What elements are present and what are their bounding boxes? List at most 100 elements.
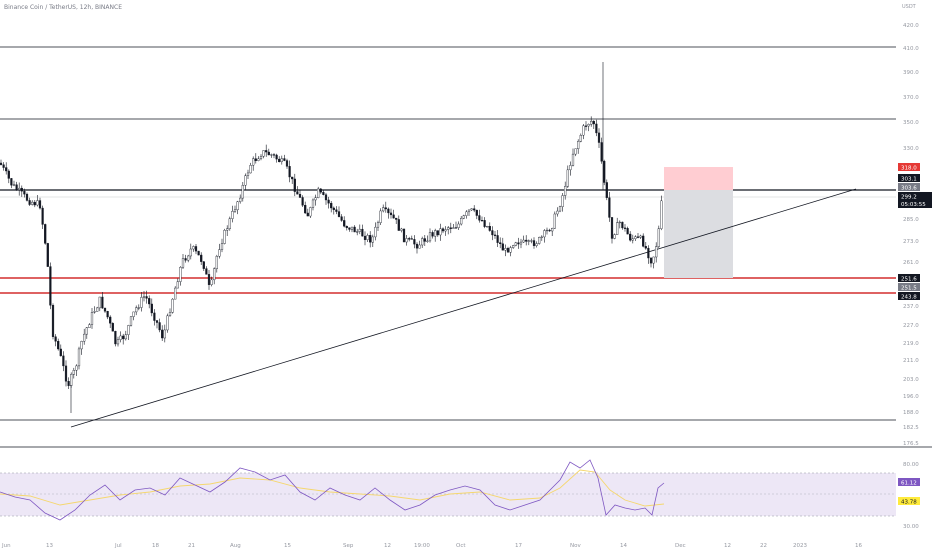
candle (506, 248, 510, 253)
level-price-tag: 303.6 (901, 186, 917, 192)
candle (0, 162, 3, 165)
candle (142, 296, 146, 298)
price-tick: 227.0 (903, 323, 919, 329)
time-tick: 18 (152, 543, 159, 549)
candle (244, 175, 247, 186)
candle (603, 161, 606, 183)
candle (296, 191, 299, 195)
candle (101, 296, 104, 309)
candle (660, 200, 663, 229)
candle (491, 230, 494, 236)
candle (548, 229, 551, 232)
candle (132, 311, 135, 317)
candle (410, 238, 413, 240)
candle (309, 207, 312, 217)
candle (561, 195, 564, 207)
take-profit-zone[interactable] (664, 190, 733, 278)
candle (421, 238, 424, 246)
candle (218, 249, 221, 257)
candle (75, 365, 78, 371)
candle (402, 228, 406, 243)
candle (454, 227, 458, 229)
candle (439, 228, 442, 236)
time-axis[interactable]: Jun 13 Jul 18 21 Aug 15 Sep 12 19:00 Oct… (1, 543, 862, 549)
candle (163, 329, 166, 339)
price-axis[interactable]: 420.0 410.0 390.0 370.0 350.0 330.0 285.… (903, 23, 919, 447)
ascending-trendline[interactable] (70, 188, 857, 428)
time-tick: 12 (724, 543, 731, 549)
candle (426, 240, 429, 242)
candle (556, 210, 559, 215)
candle (205, 268, 208, 275)
candle (488, 226, 491, 231)
candle (57, 341, 60, 350)
candle (233, 209, 237, 212)
candle (626, 228, 629, 235)
currency-label: USDT (902, 4, 916, 10)
candle (418, 244, 421, 249)
candle (642, 235, 645, 247)
rsi-tick: 80.00 (903, 462, 919, 468)
candle (288, 166, 291, 178)
candle (33, 201, 36, 206)
candle (631, 238, 634, 241)
candle (636, 236, 640, 238)
candle (610, 217, 614, 239)
candle (254, 158, 257, 161)
stop-loss-zone[interactable] (664, 167, 733, 190)
price-tick: 188.0 (903, 410, 919, 416)
candle (189, 248, 192, 257)
candle (551, 228, 554, 232)
candle (413, 239, 416, 245)
candle (119, 335, 122, 340)
candle (335, 209, 338, 212)
candle (423, 238, 426, 242)
candle (46, 243, 49, 267)
candle (70, 374, 73, 386)
price-tick: 390.0 (903, 70, 919, 76)
candle (348, 227, 351, 230)
candle (345, 225, 348, 228)
candle (20, 187, 23, 192)
candle (155, 320, 159, 323)
price-tick: 261.0 (903, 260, 919, 266)
candle (192, 246, 195, 250)
candle (293, 178, 296, 192)
candle (83, 333, 86, 342)
candle (67, 381, 70, 386)
candle (51, 305, 55, 337)
candle (179, 266, 182, 282)
candle (657, 228, 660, 247)
candle (444, 229, 447, 232)
price-tick: 285.0 (903, 217, 919, 223)
candle (387, 208, 390, 214)
candle (358, 228, 361, 232)
candle (475, 209, 478, 216)
candle (5, 167, 8, 172)
candle (496, 235, 499, 243)
price-tick: 420.0 (903, 23, 919, 29)
time-tick: 14 (620, 543, 627, 549)
time-tick: Aug (230, 543, 241, 549)
candle (584, 125, 588, 127)
candle (270, 154, 273, 156)
candle (241, 185, 244, 199)
candle (77, 348, 81, 367)
candle (504, 248, 507, 251)
candle (59, 348, 62, 357)
price-tick: 219.0 (903, 341, 919, 347)
candle (324, 194, 328, 201)
candle (31, 201, 34, 205)
candle (298, 193, 302, 198)
candle (449, 227, 452, 229)
candle (350, 226, 354, 230)
candle (103, 307, 107, 312)
candle (72, 370, 75, 375)
candle (223, 229, 226, 244)
candle (7, 170, 10, 179)
time-tick: 15 (284, 543, 291, 549)
candle (366, 235, 369, 240)
candle (501, 243, 504, 251)
candle (405, 238, 408, 243)
